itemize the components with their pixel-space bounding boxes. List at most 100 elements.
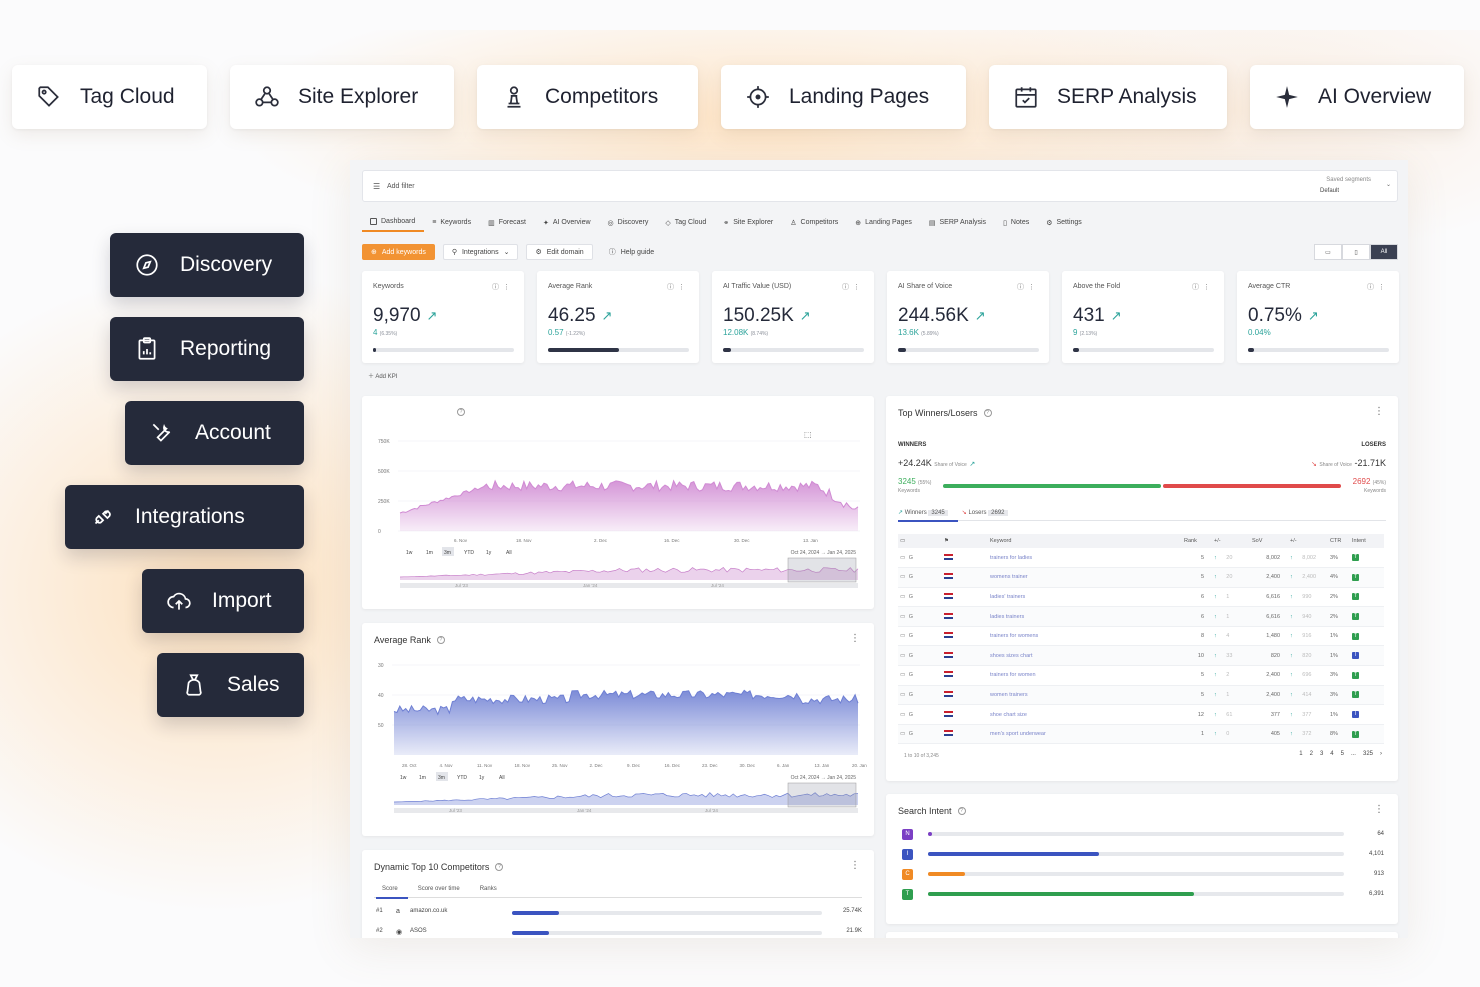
sov-column-header[interactable]: SoV	[1250, 534, 1288, 548]
integrations-dropdown[interactable]: ⚲ Integrations ⌄	[442, 244, 519, 260]
tab-discovery[interactable]: ◎ Discovery	[600, 216, 658, 232]
range-button-1m[interactable]: 1m	[426, 550, 433, 556]
page-button[interactable]: 3	[1319, 751, 1324, 757]
range-button-YTD[interactable]: YTD	[464, 550, 474, 556]
mobile-view-button[interactable]: ▯	[1342, 244, 1370, 260]
tag-cloud-pill[interactable]: Tag Cloud	[12, 65, 207, 129]
desktop-view-button[interactable]: ▭	[1314, 244, 1342, 260]
search-intent-row[interactable]: C 913	[902, 868, 1384, 880]
filter-losers[interactable]: ↘ Losers 2692	[962, 509, 1008, 516]
sov-navigator-selection[interactable]	[787, 557, 857, 583]
keyword-link[interactable]: trainers for ladies	[990, 554, 1033, 561]
keyword-link[interactable]: trainers for women	[990, 672, 1036, 679]
tab-keywords[interactable]: ≡ Keywords	[424, 216, 480, 232]
ctr-column-header[interactable]: CTR	[1328, 534, 1350, 548]
search-intent-row[interactable]: T 6,391	[902, 888, 1384, 900]
edit-domain-button[interactable]: ⚙ Edit domain	[526, 244, 593, 260]
page-button[interactable]: 325	[1362, 751, 1373, 757]
rank-navigator-selection[interactable]	[787, 782, 857, 808]
page-button[interactable]: ...	[1350, 751, 1356, 757]
date-range[interactable]: Oct 24, 2024 → Jan 24, 2025	[791, 550, 857, 556]
discovery-button[interactable]: Discovery	[110, 233, 304, 297]
more-vertical-icon[interactable]: ⋮	[1028, 284, 1039, 291]
range-button-All[interactable]: All	[506, 550, 512, 556]
help-icon[interactable]: ⓘ	[1367, 284, 1378, 291]
sales-button[interactable]: Sales	[157, 653, 304, 717]
help-icon[interactable]: ?	[983, 409, 992, 417]
tab-notes[interactable]: ▯ Notes	[995, 216, 1038, 232]
competitors-pill[interactable]: Competitors	[477, 65, 698, 129]
more-vertical-icon[interactable]: ⋮	[1378, 284, 1389, 291]
segment-select[interactable]: Default	[1319, 188, 1339, 194]
kpi-menu[interactable]: ⓘ⋮	[1192, 282, 1214, 292]
landing-pages-pill[interactable]: Landing Pages	[721, 65, 966, 129]
search-intent-row[interactable]: I 4,101	[902, 848, 1384, 860]
intent-column-header[interactable]: Intent	[1350, 534, 1384, 548]
rank-navigator-scrollbar[interactable]	[394, 808, 858, 813]
tab-tag-cloud[interactable]: ◇ Tag Cloud	[657, 216, 715, 232]
all-view-button[interactable]: All	[1370, 244, 1398, 260]
more-vertical-icon[interactable]: ⋮	[1374, 804, 1384, 815]
more-vertical-icon[interactable]: ⋮	[503, 284, 514, 291]
help-icon[interactable]: ?	[495, 863, 504, 871]
range-button-1m[interactable]: 1m	[419, 775, 426, 781]
more-vertical-icon[interactable]: ⋮	[1374, 406, 1384, 417]
more-vertical-icon[interactable]: ⋮	[678, 284, 689, 291]
page-button[interactable]: 1	[1299, 751, 1303, 757]
add-filter-button[interactable]: Add filter	[387, 183, 415, 190]
tab-ranks[interactable]: Ranks	[479, 886, 497, 892]
more-vertical-icon[interactable]: ⋮	[850, 860, 860, 871]
keyword-link[interactable]: womens trainer	[990, 574, 1028, 581]
tab-score[interactable]: Score	[382, 886, 398, 892]
kpi-menu[interactable]: ⓘ⋮	[1017, 282, 1039, 292]
help-icon[interactable]: ⓘ	[492, 284, 503, 291]
page-button[interactable]: 4	[1330, 751, 1334, 757]
keyword-link[interactable]: ladies trainers	[990, 613, 1025, 620]
help-guide-button[interactable]: ⓘ Help guide	[601, 244, 662, 260]
help-icon[interactable]: ⓘ	[667, 284, 678, 291]
integrations-button[interactable]: Integrations	[65, 485, 304, 549]
tab-competitors[interactable]: ♙ Competitors	[782, 216, 847, 232]
range-button-3m[interactable]: 3m	[438, 775, 445, 781]
range-button-All[interactable]: All	[499, 775, 505, 781]
tab-ai-overview[interactable]: ✦ AI Overview	[535, 216, 600, 232]
page-button[interactable]: 5	[1340, 751, 1344, 757]
import-button[interactable]: Import	[142, 569, 304, 633]
reporting-button[interactable]: Reporting	[110, 317, 304, 381]
tab-dashboard[interactable]: Dashboard	[362, 216, 425, 232]
help-icon[interactable]: ?	[957, 807, 966, 815]
keyword-link[interactable]: shoes sizes chart	[990, 652, 1033, 659]
ai-overview-pill[interactable]: AI Overview	[1250, 65, 1464, 129]
competitor-row[interactable]: #1 a amazon.co.uk 25.74K	[376, 908, 862, 918]
range-button-1y[interactable]: 1y	[486, 550, 492, 556]
keyword-link[interactable]: shoe chart size	[990, 711, 1027, 718]
more-vertical-icon[interactable]: ⋮	[853, 284, 864, 291]
help-icon[interactable]: ⓘ	[842, 284, 853, 291]
kpi-menu[interactable]: ⓘ⋮	[667, 282, 689, 292]
date-range[interactable]: Oct 24, 2024 → Jan 24, 2025	[791, 775, 857, 781]
sov-navigator-scrollbar[interactable]	[400, 583, 858, 588]
competitor-row[interactable]: #2 ◉ ASOS 21.9K	[376, 928, 862, 938]
account-button[interactable]: Account	[125, 401, 304, 465]
more-vertical-icon[interactable]: ⋮	[850, 633, 860, 644]
range-button-3m[interactable]: 3m	[444, 550, 451, 556]
more-vertical-icon[interactable]: ⋮	[1203, 284, 1214, 291]
keyword-link[interactable]: trainers for womens	[990, 633, 1039, 640]
tab-landing-pages[interactable]: ⊕ Landing Pages	[847, 216, 921, 232]
kpi-menu[interactable]: ⓘ⋮	[1367, 282, 1389, 292]
range-button-1w[interactable]: 1w	[406, 550, 413, 556]
keyword-link[interactable]: women trainers	[990, 691, 1028, 698]
page-button[interactable]: 2	[1309, 751, 1313, 757]
sov-change-column-header[interactable]: +/-	[1288, 534, 1328, 548]
chevron-right-icon[interactable]: ›	[1380, 751, 1382, 757]
add-keywords-button[interactable]: ⊕ Add keywords	[362, 244, 435, 260]
kpi-menu[interactable]: ⓘ⋮	[842, 282, 864, 292]
